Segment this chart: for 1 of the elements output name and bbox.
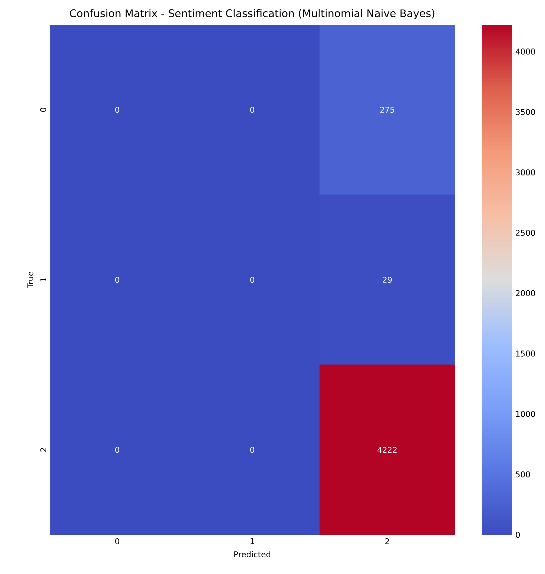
chart-title: Confusion Matrix - Sentiment Classification (Multinomial Naive Bayes): [70, 9, 435, 20]
